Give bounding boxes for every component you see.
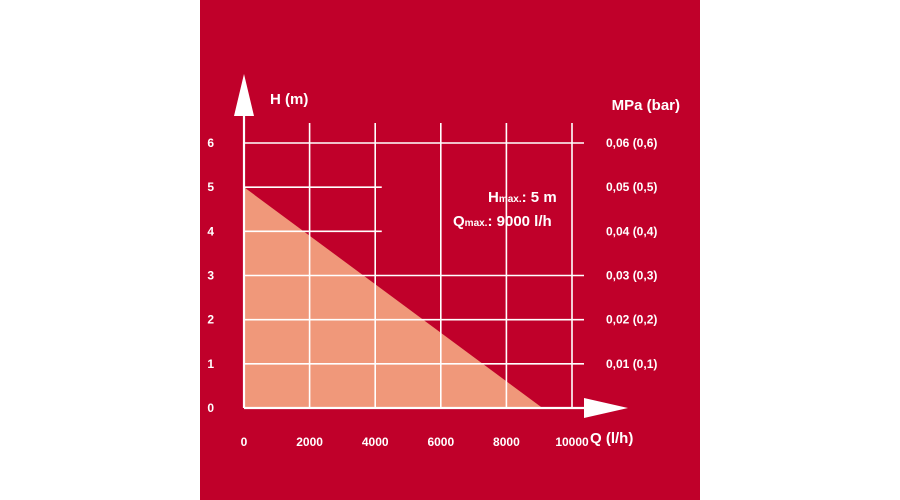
qmax-annotation: Qmax.: 9000 l/h [453, 213, 552, 230]
pump-performance-chart: 0 2000 4000 6000 8000 10000 0 1 2 3 4 5 6 0,01 (0,1) 0… [200, 0, 700, 500]
area-layer [244, 187, 543, 408]
hmax-sub: max. [499, 194, 522, 205]
y-tick-label: 1 [207, 357, 214, 371]
hmax-value: : 5 m [522, 189, 557, 206]
y2-tick-label: 0,02 (0,2) [606, 313, 657, 327]
y2-tick-label: 0,01 (0,1) [606, 357, 657, 371]
y2-axis-title: MPa (bar) [612, 97, 680, 114]
x-tick-label: 10000 [555, 435, 589, 449]
y2-tick-label: 0,03 (0,3) [606, 269, 657, 283]
chart-canvas: 0 2000 4000 6000 8000 10000 0 1 2 3 4 5 6 0,01 (0,1) 0… [200, 0, 700, 500]
area-series-0 [244, 187, 543, 408]
qmax-main: Q [453, 213, 465, 230]
x-axis-arrow [584, 398, 628, 418]
axis-layer [234, 74, 628, 418]
y-tick-label: 0 [207, 401, 214, 415]
y2-tick-label: 0,05 (0,5) [606, 180, 657, 194]
y-tick-label: 5 [207, 180, 214, 194]
x-tick-label: 4000 [362, 435, 389, 449]
x-tick-label: 6000 [427, 435, 454, 449]
hmax-annotation: Hmax.: 5 m [488, 189, 557, 206]
qmax-value: : 9000 l/h [487, 213, 551, 230]
x-axis-title: Q (l/h) [590, 430, 633, 447]
y-tick-label: 4 [207, 224, 214, 238]
x-tick-label: 2000 [296, 435, 323, 449]
y2-tick-label: 0,06 (0,6) [606, 136, 657, 150]
y2-tick-label: 0,04 (0,4) [606, 224, 657, 238]
y-axis-arrow [234, 74, 254, 116]
y-tick-label: 2 [207, 313, 214, 327]
y-tick-label: 3 [207, 269, 214, 283]
y-tick-label: 6 [207, 136, 214, 150]
grid-layer [244, 123, 584, 408]
y-axis-title: H (m) [270, 91, 308, 108]
x-tick-label: 8000 [493, 435, 520, 449]
x-tick-label: 0 [241, 435, 248, 449]
hmax-main: H [488, 189, 499, 206]
qmax-sub: max. [465, 218, 488, 229]
tick-layer: 0 2000 4000 6000 8000 10000 0 1 2 3 4 5 6 0,01 (0,1) 0… [207, 136, 657, 449]
